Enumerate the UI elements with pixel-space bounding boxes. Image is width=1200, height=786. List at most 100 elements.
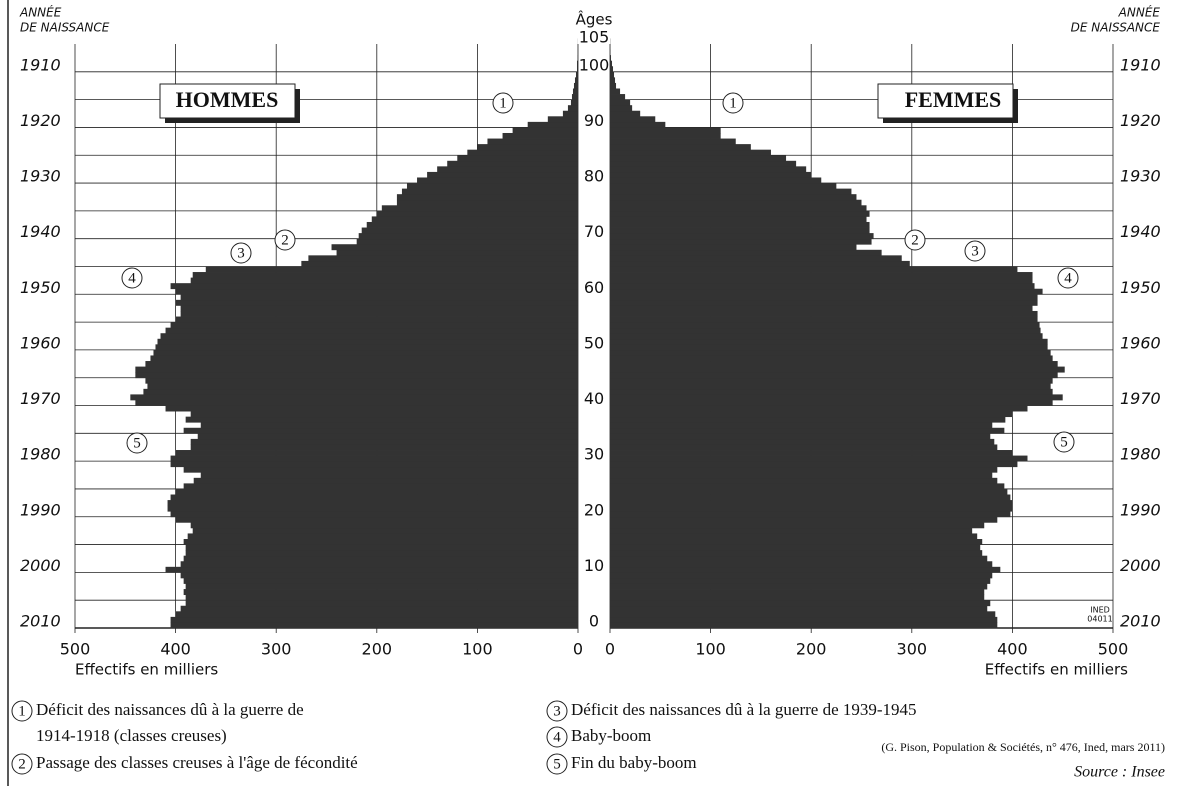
bar <box>610 611 996 618</box>
x-tick-label: 500 <box>60 640 91 659</box>
bar <box>610 327 1041 334</box>
bar <box>610 589 985 596</box>
bar <box>610 527 973 534</box>
annotation-number: 2 <box>281 232 289 248</box>
bar <box>160 333 578 340</box>
bar <box>610 594 985 601</box>
bar <box>610 155 787 162</box>
bar <box>135 399 579 406</box>
bar <box>153 349 578 356</box>
bar <box>610 349 1051 356</box>
bar <box>610 550 983 557</box>
bar <box>308 255 578 262</box>
year-label: 1910 <box>20 55 61 74</box>
bar <box>437 166 578 173</box>
bar <box>610 233 874 240</box>
bar <box>610 88 621 95</box>
bar <box>180 561 578 568</box>
bar <box>183 483 578 490</box>
bar <box>610 260 910 267</box>
bar <box>185 583 578 590</box>
annotation-number: 2 <box>18 756 26 772</box>
bar <box>610 66 614 73</box>
annotation-number: 1 <box>499 95 507 111</box>
annotation-marker <box>1057 267 1079 289</box>
year-label: 1980 <box>1120 445 1161 464</box>
bar <box>610 583 988 590</box>
annotation-marker <box>11 700 33 722</box>
bar <box>610 205 867 212</box>
bar <box>145 361 579 367</box>
bar <box>610 539 983 545</box>
annotation-text: 1914-1918 (classes creuses) <box>36 726 227 745</box>
bar <box>175 450 578 456</box>
x-tick-label: 100 <box>695 640 726 659</box>
bar <box>610 94 626 101</box>
age-label: 100 <box>579 55 610 74</box>
panel-label: FEMMES <box>905 87 1002 112</box>
bar <box>502 132 578 139</box>
x-tick-label: 500 <box>1098 640 1129 659</box>
bar <box>610 249 882 256</box>
credit: (G. Pison, Population & Sociétés, n° 476… <box>881 740 1165 754</box>
annotation-marker <box>546 726 568 748</box>
bar <box>192 272 578 278</box>
annotation-marker <box>274 229 296 251</box>
bar <box>447 160 578 167</box>
bar <box>467 149 578 156</box>
x-tick-label: 300 <box>897 640 928 659</box>
bar <box>610 388 1053 395</box>
annotation-marker <box>546 753 568 775</box>
annotation-number: 5 <box>1060 434 1068 450</box>
bar <box>205 266 578 273</box>
header-left: DE NAISSANCE <box>20 21 110 35</box>
bar <box>610 494 1011 501</box>
bar <box>610 227 870 234</box>
annotation-marker <box>126 432 148 454</box>
bar <box>147 383 578 390</box>
bar <box>135 366 579 373</box>
bar <box>183 577 578 584</box>
bar <box>547 116 578 123</box>
bar <box>183 555 578 562</box>
year-label: 1980 <box>20 445 61 464</box>
bar <box>175 516 578 523</box>
year-label: 1910 <box>1120 55 1161 74</box>
bar <box>610 466 998 473</box>
bar <box>356 238 578 245</box>
annotation-text: Passage des classes creuses à l'âge de f… <box>36 753 358 772</box>
bar <box>610 433 991 440</box>
bar <box>200 472 578 479</box>
annotation-number: 3 <box>237 245 245 261</box>
bar <box>610 49 611 56</box>
bar <box>170 511 578 518</box>
bar <box>610 394 1063 401</box>
age-label: 0 <box>589 612 599 631</box>
bar <box>610 121 666 128</box>
bar <box>610 561 993 568</box>
bar <box>165 566 579 573</box>
x-tick-label: 400 <box>160 640 191 659</box>
x-tick-label: 100 <box>462 640 493 659</box>
bar <box>376 210 578 217</box>
bar <box>190 522 578 529</box>
year-label: 1950 <box>20 278 61 297</box>
panel-label: HOMMES <box>176 87 279 112</box>
bar <box>175 288 578 295</box>
age-label: 50 <box>584 333 604 352</box>
annotation-number: 1 <box>18 703 26 719</box>
bar <box>610 411 1013 418</box>
bar <box>610 322 1040 329</box>
bar <box>183 539 578 545</box>
bar <box>185 550 578 557</box>
bar <box>192 527 578 534</box>
bar <box>331 244 578 251</box>
bar <box>180 310 578 317</box>
bar <box>358 233 578 240</box>
bar <box>165 327 579 334</box>
age-label: 70 <box>584 222 604 241</box>
year-label: 1960 <box>1120 333 1161 352</box>
bar <box>180 305 578 312</box>
bar <box>610 288 1043 295</box>
